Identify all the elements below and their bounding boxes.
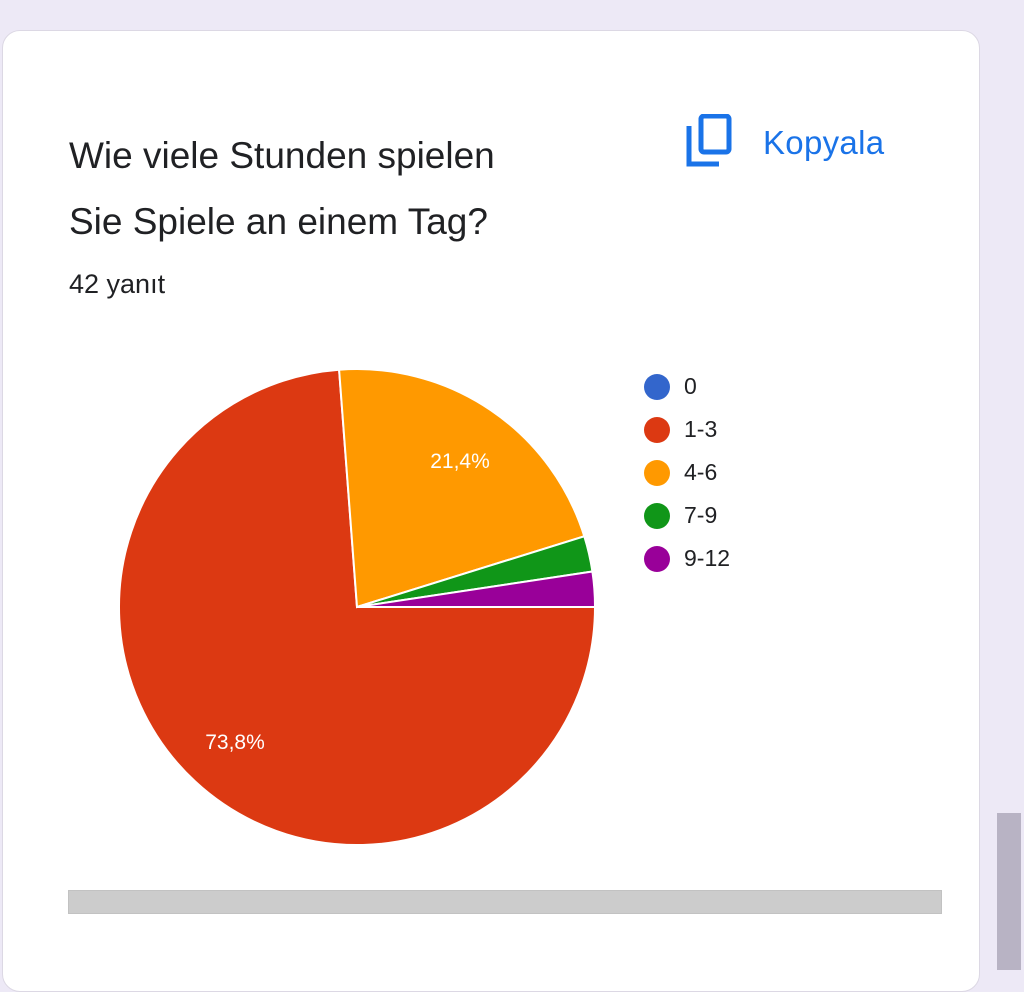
legend-item-1-3[interactable]: 1-3 — [644, 408, 730, 451]
legend-dot-icon — [644, 459, 670, 486]
response-count: 42 yanıt — [69, 269, 166, 299]
slice-4-6[interactable] — [338, 368, 586, 609]
vertical-scrollbar[interactable] — [997, 813, 1021, 970]
legend-label: 0 — [684, 373, 697, 399]
copy-button[interactable]: Kopyala — [685, 113, 885, 173]
question-title: Wie viele Stunden spielen Sie Spiele an … — [69, 123, 629, 255]
legend-label: 4-6 — [684, 459, 718, 485]
slice-9-12[interactable] — [356, 570, 597, 608]
legend-label: 7-9 — [684, 502, 718, 528]
legend-dot-icon — [644, 373, 670, 400]
legend-item-4-6[interactable]: 4-6 — [644, 451, 730, 494]
copy-icon — [685, 113, 733, 173]
legend-item-9-12[interactable]: 9-12 — [644, 537, 730, 580]
pie-chart: 21,4% 73,8% — [110, 360, 610, 865]
legend-label: 1-3 — [684, 416, 718, 442]
legend-dot-icon — [644, 545, 670, 572]
legend-dot-icon — [644, 502, 670, 529]
legend-dot-icon — [644, 416, 670, 443]
chart-legend: 0 1-3 4-6 7-9 9-12 — [644, 365, 730, 580]
legend-item-0[interactable]: 0 — [644, 365, 730, 408]
title-line-1: Wie viele Stunden spielen — [69, 135, 495, 176]
slice-label-1-3: 73,8% — [205, 731, 265, 754]
legend-item-7-9[interactable]: 7-9 — [644, 494, 730, 537]
horizontal-scrollbar[interactable] — [68, 890, 942, 914]
title-line-2: Sie Spiele an einem Tag? — [69, 201, 488, 242]
legend-label: 9-12 — [684, 545, 731, 571]
slice-label-4-6: 21,4% — [430, 450, 490, 473]
copy-button-label: Kopyala — [763, 124, 885, 161]
